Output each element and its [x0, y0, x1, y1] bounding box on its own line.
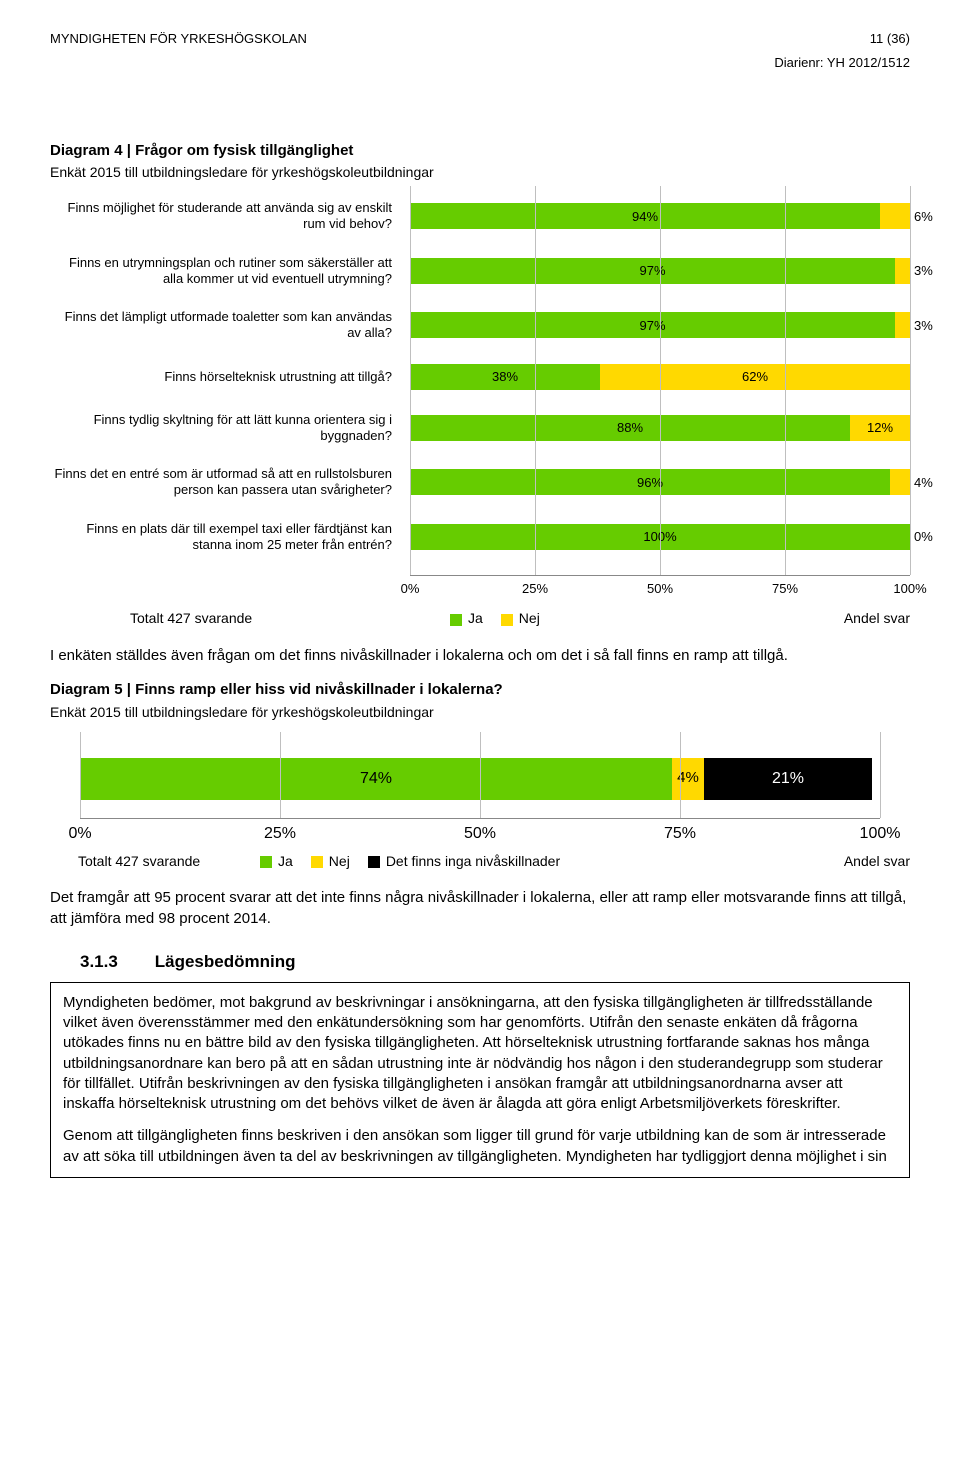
chart-row: Finns en utrymningsplan och rutiner som …: [50, 255, 910, 288]
section-para2: Genom att tillgängligheten finns beskriv…: [63, 1126, 897, 1167]
axis-tick: 100%: [860, 823, 901, 845]
section-title: Lägesbedömning: [155, 952, 296, 971]
bar-segment-nej: 3%: [895, 258, 910, 284]
chart-row: Finns en plats där till exempel taxi ell…: [50, 521, 910, 554]
bar-segment-ja: 96%: [410, 469, 890, 495]
legend5-ja: Ja: [260, 852, 293, 871]
chart-bar: 100%0%: [410, 524, 910, 550]
legend5-nej: Nej: [311, 852, 350, 871]
x-axis: 0%25%50%75%100%: [410, 575, 910, 597]
bar-segment-nej: 4%: [890, 469, 910, 495]
axis-tick: 75%: [664, 823, 696, 845]
bar-segment-ja: 97%: [410, 312, 895, 338]
axis-tick: 25%: [264, 823, 296, 845]
x-axis: 0%25%50%75%100%: [80, 818, 880, 840]
legend-nej: Nej: [501, 609, 540, 628]
chart-row: Finns det en entré som är utformad så at…: [50, 466, 910, 499]
chart-row-label: Finns möjlighet för studerande att använ…: [50, 200, 410, 233]
section-number: 3.1.3: [80, 951, 150, 974]
agency-name: MYNDIGHETEN FÖR YRKESHÖGSKOLAN: [50, 30, 307, 48]
legend-ja: Ja: [450, 609, 483, 628]
axis-tick: 0%: [401, 580, 420, 598]
chart-row-label: Finns tydlig skyltning för att lätt kunn…: [50, 412, 410, 445]
bar-segment-ja: 74%: [80, 758, 672, 800]
bar-segment-ja: 97%: [410, 258, 895, 284]
chart-row-label: Finns en utrymningsplan och rutiner som …: [50, 255, 410, 288]
legend5-inga: Det finns inga nivåskillnader: [368, 852, 560, 871]
chart-row: Finns möjlighet för studerande att använ…: [50, 200, 910, 233]
axis-tick: 50%: [464, 823, 496, 845]
chart-bar: 96%4%: [410, 469, 910, 495]
section-para1: Myndigheten bedömer, mot bakgrund av bes…: [63, 993, 897, 1115]
axis-tick: 25%: [522, 580, 548, 598]
axis-tick: 50%: [647, 580, 673, 598]
diagram5-legend: Totalt 427 svarande Ja Nej Det finns ing…: [50, 852, 910, 871]
chart-row-label: Finns det lämpligt utformade toaletter s…: [50, 309, 410, 342]
axis-tick: 0%: [68, 823, 91, 845]
axis-tick: 75%: [772, 580, 798, 598]
bar-segment-nej: 12%: [850, 415, 910, 441]
page-number: 11 (36): [870, 30, 910, 48]
diagram4-subtitle: Enkät 2015 till utbildningsledare för yr…: [50, 163, 910, 182]
diagram5-title: Diagram 5 | Finns ramp eller hiss vid ni…: [50, 680, 910, 700]
bar-segment-ja: 94%: [410, 203, 880, 229]
bar-segment-nej: 3%: [895, 312, 910, 338]
chart-row-label: Finns en plats där till exempel taxi ell…: [50, 521, 410, 554]
bar-segment-nej: 6%: [880, 203, 910, 229]
legend-andel: Andel svar: [790, 609, 910, 628]
diagram5-subtitle: Enkät 2015 till utbildningsledare för yr…: [50, 703, 910, 722]
axis-tick: 100%: [893, 580, 926, 598]
diagram5-chart: 74%4%21% 0%25%50%75%100%: [50, 740, 910, 840]
diagram5-total: Totalt 427 svarande: [50, 852, 250, 871]
section-box: Myndigheten bedömer, mot bakgrund av bes…: [50, 982, 910, 1178]
chart-bar: 97%3%: [410, 258, 910, 284]
chart-row-label: Finns hörselteknisk utrustning att tillg…: [50, 369, 410, 385]
bar-segment-nej: 62%: [600, 364, 910, 390]
diagram4-legend: Totalt 427 svarande Ja Nej Andel svar: [50, 609, 910, 628]
chart-row-label: Finns det en entré som är utformad så at…: [50, 466, 410, 499]
diagram4-chart: Finns möjlighet för studerande att använ…: [50, 200, 910, 597]
legend5-andel: Andel svar: [800, 852, 910, 871]
diagram4-title: Diagram 4 | Frågor om fysisk tillgänglig…: [50, 141, 910, 161]
bar-segment-ja: 88%: [410, 415, 850, 441]
section-heading: 3.1.3 Lägesbedömning: [80, 951, 910, 974]
bar-segment-ja: 38%: [410, 364, 600, 390]
chart-bar: 88%12%: [410, 415, 910, 441]
page-header: MYNDIGHETEN FÖR YRKESHÖGSKOLAN 11 (36): [50, 30, 910, 48]
chart-bar: 74%4%21%: [80, 758, 880, 800]
paragraph2: Det framgår att 95 procent svarar att de…: [50, 888, 910, 929]
chart-bar: 38%62%: [410, 364, 910, 390]
paragraph1: I enkäten ställdes även frågan om det fi…: [50, 646, 910, 666]
chart-row: Finns hörselteknisk utrustning att tillg…: [50, 364, 910, 390]
chart-row: Finns det lämpligt utformade toaletter s…: [50, 309, 910, 342]
chart-bar: 97%3%: [410, 312, 910, 338]
diagram4-total: Totalt 427 svarande: [50, 609, 410, 628]
diarienr: Diarienr: YH 2012/1512: [50, 54, 910, 72]
chart-bar: 94%6%: [410, 203, 910, 229]
bar-segment-nej: 4%: [672, 758, 704, 800]
bar-segment-inga: 21%: [704, 758, 872, 800]
chart-row: Finns tydlig skyltning för att lätt kunn…: [50, 412, 910, 445]
bar-segment-ja: 100%: [410, 524, 910, 550]
